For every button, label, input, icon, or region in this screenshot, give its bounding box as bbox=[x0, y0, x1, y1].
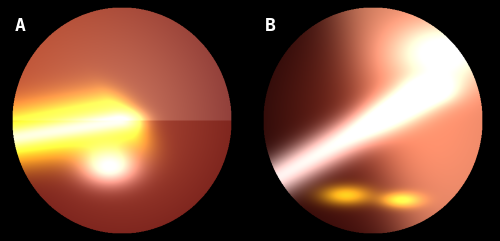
Text: B: B bbox=[265, 17, 276, 35]
Text: A: A bbox=[15, 17, 26, 35]
